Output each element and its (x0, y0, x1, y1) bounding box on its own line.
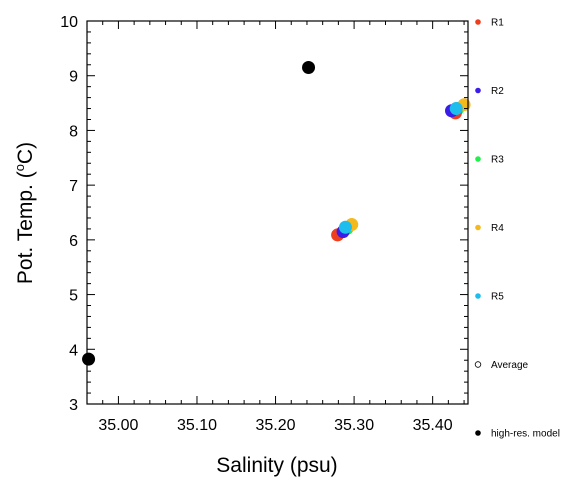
legend-marker-high-res-model (475, 430, 481, 436)
legend-marker-r5 (475, 293, 481, 299)
legend-label-r2: R2 (491, 86, 504, 97)
legend-label-r5: R5 (491, 292, 504, 303)
legend: R1 R2 R3 R4 R5 Average high-res. model (474, 18, 560, 440)
legend-marker-r3 (475, 156, 481, 162)
y-tick-label: 5 (69, 288, 78, 305)
y-tick-label: 3 (69, 397, 78, 414)
y-tick-label: 4 (69, 342, 78, 359)
legend-label-average: Average (491, 360, 529, 371)
y-tick-label: 10 (60, 14, 78, 31)
legend-label-high-res-model: high-res. model (491, 429, 560, 440)
legend-label-r1: R1 (491, 18, 504, 29)
plot-frame (86, 20, 469, 405)
data-point-r5 (338, 220, 352, 234)
y-tick-label: 7 (69, 178, 78, 195)
y-axis-title-main: Pot. Temp. ( (14, 171, 37, 284)
x-tick-label: 35.40 (413, 417, 453, 434)
y-tick-label: 8 (69, 123, 78, 140)
y-axis-title-superscript: o (12, 164, 27, 171)
x-tick-label: 35.30 (334, 417, 374, 434)
x-tick-label: 35.00 (98, 417, 138, 434)
data-point-high-res-model (302, 61, 316, 75)
y-axis-title: Pot. Temp. (oC) (12, 142, 37, 284)
y-tick-label: 9 (69, 69, 78, 86)
x-axis-title: Salinity (psu) (216, 454, 337, 477)
x-tick-label: 35.20 (256, 417, 296, 434)
plot-area (82, 61, 471, 366)
legend-label-r3: R3 (491, 155, 504, 166)
axes: 35.00 35.10 35.20 35.30 35.40 3 4 5 6 7 8 9 10 (60, 14, 469, 434)
legend-marker-average (474, 361, 482, 368)
legend-marker-r4 (475, 224, 481, 231)
legend-marker-r2 (475, 87, 481, 94)
y-axis-title-unit: C) (14, 142, 37, 164)
legend-marker-r1 (475, 19, 481, 25)
data-point-r5 (449, 102, 463, 116)
data-point-high-res-model (82, 352, 96, 366)
legend-label-r4: R4 (491, 223, 504, 234)
x-tick-label: 35.10 (177, 417, 217, 434)
y-tick-label: 6 (69, 233, 78, 250)
